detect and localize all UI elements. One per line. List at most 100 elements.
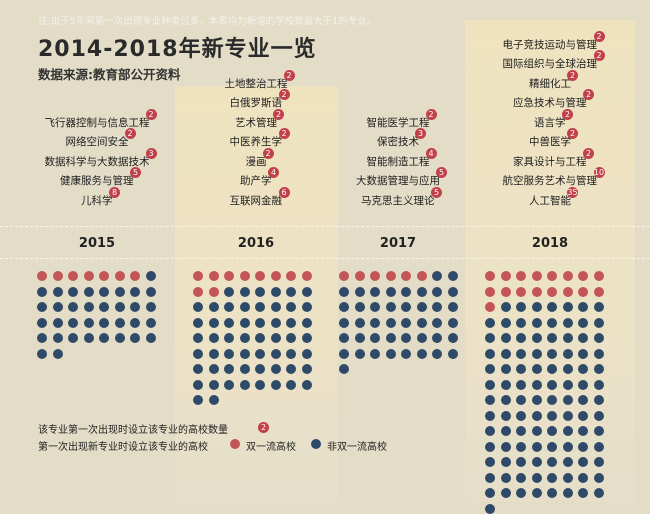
dot-non-double-first-class xyxy=(531,379,542,390)
dot-non-double-first-class xyxy=(239,348,250,359)
dot-non-double-first-class xyxy=(547,333,557,343)
dot-non-double-first-class xyxy=(500,457,511,467)
dot-non-double-first-class xyxy=(114,333,125,343)
major-label: 漫画 xyxy=(245,155,267,168)
dot-non-double-first-class xyxy=(114,302,125,312)
dot-non-double-first-class xyxy=(485,410,495,421)
dot-non-double-first-class xyxy=(531,441,542,452)
dot-double-first-class xyxy=(52,271,63,281)
divider-bottom xyxy=(0,258,650,259)
dot-non-double-first-class xyxy=(485,426,495,436)
dot-non-double-first-class xyxy=(370,286,380,297)
dot-non-double-first-class xyxy=(286,364,296,374)
dot-non-double-first-class xyxy=(562,441,573,452)
major-count-badge: 10 xyxy=(593,167,605,178)
dot-non-double-first-class xyxy=(208,395,219,405)
dot-non-double-first-class xyxy=(68,302,78,312)
dot-double-first-class xyxy=(578,271,588,281)
dot-non-double-first-class xyxy=(99,286,109,297)
dot-non-double-first-class xyxy=(547,348,557,359)
dot-non-double-first-class xyxy=(339,302,349,312)
dot-double-first-class xyxy=(593,271,604,281)
dot-non-double-first-class xyxy=(255,348,265,359)
major-count-badge: 2 xyxy=(273,108,284,120)
dot-double-first-class xyxy=(301,271,312,281)
dot-non-double-first-class xyxy=(270,379,281,390)
dot-non-double-first-class xyxy=(286,302,296,312)
major-count-badge: 2 xyxy=(583,147,594,159)
dot-non-double-first-class xyxy=(578,410,588,421)
dot-non-double-first-class xyxy=(593,302,604,312)
dot-non-double-first-class xyxy=(193,379,203,390)
major-count-badge: 3 xyxy=(415,128,426,139)
major-count-badge: 2 xyxy=(145,108,157,120)
dot-non-double-first-class xyxy=(68,317,78,328)
dot-non-double-first-class xyxy=(447,286,458,297)
dot-non-double-first-class xyxy=(547,410,557,421)
dot-double-first-class xyxy=(485,302,495,312)
dot-non-double-first-class xyxy=(193,348,203,359)
dot-non-double-first-class xyxy=(401,286,411,297)
dot-non-double-first-class xyxy=(500,364,511,374)
dot-non-double-first-class xyxy=(37,302,47,312)
dot-non-double-first-class xyxy=(370,302,380,312)
major-count-badge: 5 xyxy=(436,167,447,178)
dot-non-double-first-class xyxy=(385,333,396,343)
dot-non-double-first-class xyxy=(531,348,542,359)
dot-double-first-class xyxy=(270,271,281,281)
dot-double-first-class xyxy=(578,286,588,297)
dot-non-double-first-class xyxy=(432,348,442,359)
dot-double-first-class xyxy=(547,286,557,297)
dot-non-double-first-class xyxy=(531,317,542,328)
legend-dots-text: 第一次出现新专业时设立该专业的高校 xyxy=(38,442,208,453)
dot-double-first-class xyxy=(208,271,219,281)
dot-double-first-class xyxy=(114,271,125,281)
dot-non-double-first-class xyxy=(301,364,312,374)
major-label: 白俄罗斯语 xyxy=(229,97,283,109)
major-label: 智能医学工程 xyxy=(366,116,430,129)
dot-non-double-first-class xyxy=(286,379,296,390)
dot-non-double-first-class xyxy=(547,395,557,405)
dot-non-double-first-class xyxy=(516,302,526,312)
dot-non-double-first-class xyxy=(354,302,365,312)
dot-non-double-first-class xyxy=(224,302,234,312)
dot-non-double-first-class xyxy=(578,488,588,498)
dot-non-double-first-class xyxy=(83,302,94,312)
dot-non-double-first-class xyxy=(83,333,94,343)
dot-non-double-first-class xyxy=(531,410,542,421)
dot-non-double-first-class xyxy=(547,441,557,452)
dot-non-double-first-class xyxy=(593,364,604,374)
major-label: 儿科学 xyxy=(81,194,113,207)
dot-non-double-first-class xyxy=(286,317,296,328)
dot-non-double-first-class xyxy=(593,379,604,390)
major-count-badge: 4 xyxy=(268,167,279,178)
dot-double-first-class xyxy=(485,286,495,297)
dot-non-double-first-class xyxy=(500,333,511,343)
major-label: 保密技术 xyxy=(377,136,419,148)
dot-non-double-first-class xyxy=(339,348,349,359)
major-label: 网络空间安全 xyxy=(65,136,129,148)
dot-non-double-first-class xyxy=(485,364,495,374)
dot-double-first-class xyxy=(562,271,573,281)
major-label: 中兽医学 xyxy=(529,136,571,148)
dot-non-double-first-class xyxy=(239,379,250,390)
dot-non-double-first-class xyxy=(432,333,442,343)
dot-non-double-first-class xyxy=(562,395,573,405)
dot-non-double-first-class xyxy=(578,302,588,312)
dot-non-double-first-class xyxy=(224,317,234,328)
dot-non-double-first-class xyxy=(562,472,573,483)
major-count-badge: 2 xyxy=(425,108,437,120)
dot-non-double-first-class xyxy=(99,317,109,328)
dot-non-double-first-class xyxy=(99,333,109,343)
dot-non-double-first-class xyxy=(145,302,156,312)
major-label: 大数据管理与应用 xyxy=(356,175,440,187)
dot-non-double-first-class xyxy=(193,317,203,328)
dot-non-double-first-class xyxy=(99,302,109,312)
dot-non-double-first-class xyxy=(239,364,250,374)
major-label: 航空服务艺术与管理 xyxy=(502,175,598,187)
dot-non-double-first-class xyxy=(562,364,573,374)
dot-non-double-first-class xyxy=(286,286,296,297)
dot-non-double-first-class xyxy=(578,364,588,374)
dot-non-double-first-class xyxy=(531,457,542,467)
dot-double-first-class xyxy=(416,271,427,281)
